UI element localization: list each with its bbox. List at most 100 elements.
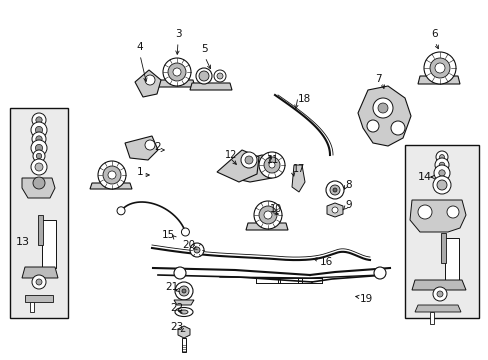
Ellipse shape [175, 307, 193, 316]
Circle shape [329, 185, 339, 195]
Circle shape [268, 162, 274, 168]
Text: 2: 2 [154, 142, 160, 152]
Circle shape [332, 188, 336, 192]
Bar [182, 338, 185, 352]
Polygon shape [217, 150, 259, 182]
Text: 19: 19 [359, 294, 372, 304]
Circle shape [36, 279, 42, 285]
Circle shape [33, 150, 45, 162]
Circle shape [117, 207, 125, 215]
Circle shape [417, 205, 431, 219]
Text: 10: 10 [269, 204, 282, 214]
Text: 12: 12 [224, 150, 237, 160]
Text: 16: 16 [319, 257, 332, 267]
Circle shape [435, 151, 447, 163]
Circle shape [31, 122, 47, 138]
Circle shape [446, 206, 458, 218]
Ellipse shape [180, 310, 187, 314]
Circle shape [196, 68, 212, 84]
Polygon shape [125, 136, 158, 160]
Text: 4: 4 [137, 42, 143, 52]
Circle shape [199, 71, 208, 81]
Circle shape [168, 63, 185, 81]
Text: 21: 21 [164, 282, 178, 292]
Polygon shape [245, 223, 287, 230]
Bar [10, 108, 68, 318]
Circle shape [32, 275, 46, 289]
Circle shape [32, 132, 46, 146]
Text: 7: 7 [374, 74, 381, 84]
Circle shape [432, 287, 446, 301]
Circle shape [264, 211, 271, 219]
Text: 22: 22 [170, 303, 183, 313]
Polygon shape [157, 80, 195, 87]
Polygon shape [22, 178, 55, 198]
Circle shape [163, 58, 191, 86]
Circle shape [145, 75, 155, 85]
Bar [25, 295, 53, 302]
Text: 6: 6 [431, 29, 437, 39]
Circle shape [244, 156, 252, 164]
Circle shape [190, 243, 203, 257]
Circle shape [181, 228, 189, 236]
Circle shape [331, 207, 337, 213]
Text: 5: 5 [201, 44, 208, 54]
Polygon shape [190, 83, 231, 90]
Circle shape [32, 113, 46, 127]
Polygon shape [174, 300, 194, 305]
Circle shape [377, 103, 387, 113]
Circle shape [217, 73, 223, 79]
Text: 23: 23 [170, 322, 183, 332]
Polygon shape [291, 165, 305, 192]
Circle shape [173, 68, 181, 76]
Circle shape [390, 121, 404, 135]
Circle shape [434, 63, 444, 73]
Bar [440, 233, 445, 263]
Circle shape [432, 176, 450, 194]
Polygon shape [326, 203, 342, 217]
Text: 17: 17 [292, 164, 305, 174]
Circle shape [423, 52, 455, 84]
Circle shape [241, 152, 257, 168]
Circle shape [434, 158, 448, 172]
Circle shape [436, 180, 446, 190]
Polygon shape [409, 200, 465, 232]
Circle shape [366, 120, 378, 132]
Polygon shape [414, 305, 460, 312]
Circle shape [31, 159, 47, 175]
Polygon shape [90, 183, 132, 189]
Bar [42, 220, 56, 268]
Circle shape [372, 98, 392, 118]
Circle shape [373, 267, 385, 279]
Circle shape [36, 153, 41, 159]
Circle shape [438, 162, 444, 168]
Circle shape [436, 291, 442, 297]
Circle shape [175, 282, 193, 300]
Text: 8: 8 [345, 180, 351, 190]
Text: 11: 11 [266, 155, 279, 165]
Text: 1: 1 [137, 167, 143, 177]
Circle shape [264, 157, 280, 173]
Text: 3: 3 [174, 29, 181, 39]
Circle shape [98, 161, 126, 189]
Polygon shape [411, 280, 465, 290]
Bar [444, 238, 458, 283]
Circle shape [182, 289, 185, 293]
Circle shape [439, 154, 444, 159]
Circle shape [174, 267, 185, 279]
Polygon shape [357, 86, 410, 146]
Circle shape [325, 181, 343, 199]
Circle shape [108, 171, 116, 179]
Circle shape [438, 170, 444, 176]
Bar [30, 302, 34, 312]
Circle shape [145, 140, 155, 150]
Circle shape [179, 286, 189, 296]
Circle shape [214, 70, 225, 82]
Bar [429, 312, 433, 324]
Polygon shape [22, 267, 58, 278]
Circle shape [194, 247, 200, 253]
Circle shape [259, 206, 276, 224]
Text: 15: 15 [162, 230, 175, 240]
Circle shape [31, 140, 47, 156]
Text: 18: 18 [297, 94, 311, 104]
